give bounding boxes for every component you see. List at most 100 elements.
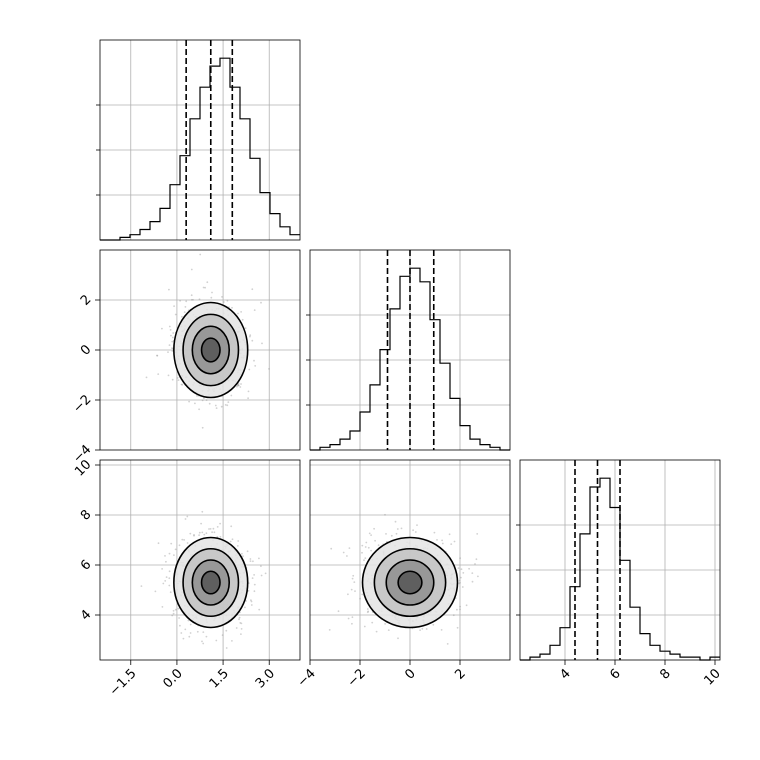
scatter-point bbox=[225, 629, 228, 632]
histogram-0 bbox=[100, 57, 300, 241]
scatter-point bbox=[456, 626, 459, 629]
scatter-point bbox=[179, 624, 181, 627]
scatter-point bbox=[157, 542, 160, 545]
scatter-point bbox=[215, 407, 218, 409]
scatter-point bbox=[236, 545, 239, 547]
scatter-point bbox=[468, 567, 470, 570]
scatter-point bbox=[156, 354, 159, 357]
scatter-point bbox=[258, 608, 261, 611]
scatter-point bbox=[161, 606, 164, 608]
scatter-point bbox=[448, 533, 451, 536]
scatter-point bbox=[171, 378, 174, 381]
scatter-point bbox=[414, 531, 417, 533]
scatter-point bbox=[425, 628, 428, 630]
scatter-point bbox=[201, 510, 204, 513]
scatter-point bbox=[168, 584, 171, 587]
scatter-point bbox=[361, 593, 364, 596]
scatter-point bbox=[184, 306, 187, 308]
scatter-point bbox=[244, 327, 247, 329]
scatter-point bbox=[188, 400, 191, 403]
scatter-point bbox=[456, 608, 458, 611]
scatter-point bbox=[219, 522, 222, 525]
scatter-point bbox=[249, 560, 252, 562]
scatter-point bbox=[419, 629, 421, 631]
contour-2-0 bbox=[397, 570, 423, 595]
scatter-point bbox=[236, 384, 239, 387]
scatter-point bbox=[204, 286, 207, 289]
scatter-point bbox=[230, 394, 233, 397]
ytick-label-1-1: −2 bbox=[70, 392, 94, 416]
scatter-point bbox=[190, 294, 193, 297]
scatter-point bbox=[227, 401, 230, 403]
scatter-point bbox=[174, 548, 177, 551]
scatter-point bbox=[180, 383, 183, 386]
scatter-point bbox=[239, 386, 242, 388]
scatter-point bbox=[416, 524, 418, 526]
scatter-point bbox=[347, 593, 349, 596]
scatter-point bbox=[384, 513, 386, 516]
contour-0-3 bbox=[173, 301, 249, 399]
scatter-point bbox=[169, 329, 172, 331]
scatter-point bbox=[441, 539, 443, 542]
scatter-point bbox=[235, 627, 238, 629]
scatter-point bbox=[203, 397, 205, 400]
xtick-label-2-1: 6 bbox=[607, 666, 623, 682]
scatter-point bbox=[397, 637, 399, 640]
scatter-point bbox=[231, 538, 234, 541]
scatter-point bbox=[367, 546, 370, 549]
scatter-point bbox=[477, 575, 479, 578]
scatter-point bbox=[240, 633, 242, 635]
scatter-point bbox=[177, 379, 180, 381]
scatter-point bbox=[211, 531, 214, 534]
scatter-point bbox=[260, 574, 263, 577]
scatter-point bbox=[387, 629, 390, 631]
scatter-point bbox=[253, 309, 256, 311]
scatter-point bbox=[208, 402, 211, 405]
scatter-point bbox=[214, 404, 217, 407]
scatter-point bbox=[171, 350, 174, 352]
scatter-point bbox=[328, 629, 331, 631]
scatter-point bbox=[170, 334, 172, 337]
scatter-point bbox=[168, 552, 171, 555]
scatter-point bbox=[240, 628, 243, 630]
contour-2-2 bbox=[373, 547, 447, 618]
scatter-point bbox=[239, 622, 242, 624]
scatter-point bbox=[164, 555, 166, 557]
contour-0-2 bbox=[182, 313, 240, 387]
scatter-point bbox=[177, 607, 180, 610]
scatter-point bbox=[194, 402, 196, 405]
scatter-point bbox=[364, 546, 367, 548]
scatter-point bbox=[201, 426, 204, 429]
scatter-point bbox=[459, 557, 461, 560]
scatter-point bbox=[436, 539, 438, 541]
scatter-point bbox=[260, 565, 262, 567]
scatter-point bbox=[190, 268, 193, 271]
scatter-point bbox=[230, 525, 233, 528]
scatter-point bbox=[253, 590, 256, 593]
scatter-point bbox=[351, 577, 354, 580]
scatter-point bbox=[201, 531, 204, 534]
histogram-frame-0 bbox=[99, 39, 301, 241]
scatter-point bbox=[390, 534, 393, 537]
scatter-point bbox=[186, 515, 189, 518]
scatter-point bbox=[421, 627, 424, 630]
scatter-point bbox=[221, 296, 223, 298]
scatter-point bbox=[361, 544, 364, 547]
scatter-point bbox=[237, 384, 240, 387]
scatter-point bbox=[198, 408, 201, 411]
scatter-point bbox=[237, 540, 240, 542]
scatter-point bbox=[251, 577, 254, 579]
ytick-label-2-0: 4 bbox=[78, 607, 94, 623]
contour-1-0 bbox=[200, 570, 221, 595]
scatter-point bbox=[154, 590, 157, 593]
scatter-point bbox=[161, 327, 163, 330]
scatter-point bbox=[201, 399, 204, 402]
ytick-label-1-3: 2 bbox=[78, 292, 94, 308]
scatter-point bbox=[371, 621, 374, 624]
scatter-point bbox=[174, 313, 177, 316]
scatter-point bbox=[475, 558, 478, 561]
scatter-point bbox=[248, 368, 251, 371]
ytick-label-1-2: 0 bbox=[78, 342, 94, 358]
scatter-point bbox=[364, 557, 367, 559]
scatter-point bbox=[161, 568, 164, 570]
